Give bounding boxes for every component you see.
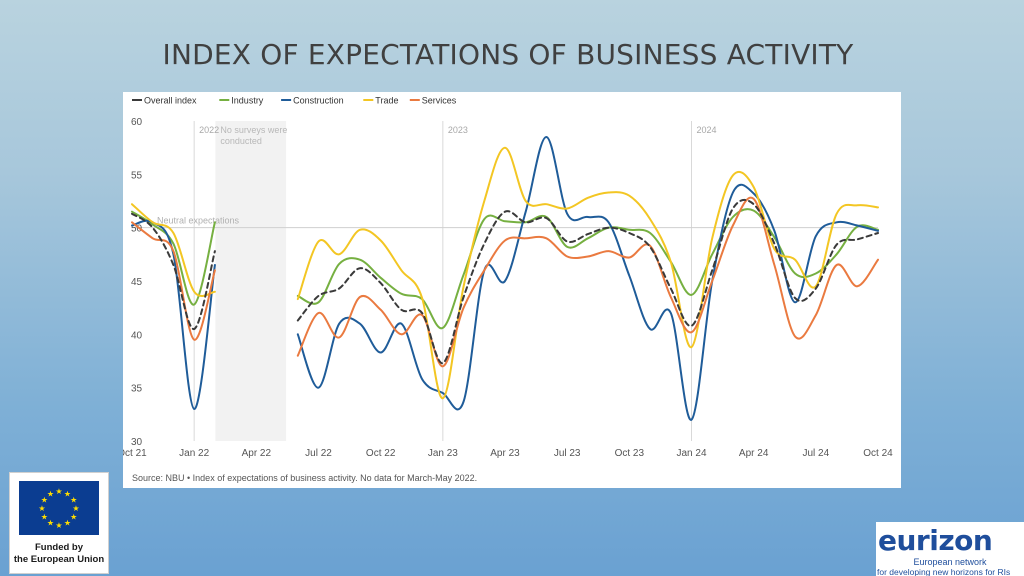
series-line-overall-index <box>131 212 216 331</box>
series-line-trade <box>296 146 879 400</box>
y-tick-label: 30 <box>131 437 143 448</box>
eu-star-icon: ★ <box>41 496 48 505</box>
eu-star-icon: ★ <box>47 489 54 498</box>
no-data-band <box>215 121 287 441</box>
series-line-services <box>296 196 879 368</box>
chart-panel: No surveys were conducted 2022 2023 2024 Neut… <box>123 92 901 488</box>
no-data-label-line1: No surveys were <box>220 125 287 135</box>
x-tick-label: Jul 24 <box>802 448 829 459</box>
y-tick-label: 45 <box>131 277 143 288</box>
y-tick-label: 55 <box>131 170 143 181</box>
x-tick-label: Oct 22 <box>366 448 396 459</box>
y-tick-label: 35 <box>131 384 143 395</box>
eurizon-tagline-1: European network <box>913 557 987 567</box>
eu-caption-line1: Funded by <box>34 542 84 553</box>
eu-caption-line2: the European Union <box>13 554 105 565</box>
eu-star-icon: ★ <box>70 513 77 522</box>
eu-star-icon: ★ <box>72 504 79 513</box>
legend-label-trade: Trade <box>375 96 398 106</box>
eu-star-icon: ★ <box>64 519 71 528</box>
x-tick-label: Oct 23 <box>615 448 645 459</box>
year-marker-label: 2024 <box>697 125 717 135</box>
y-tick-label: 60 <box>131 117 143 128</box>
x-tick-label: Apr 22 <box>242 448 272 459</box>
year-marker-label: 2023 <box>448 125 468 135</box>
y-tick-label: 50 <box>131 224 143 235</box>
eu-flag-icon: ★ ★ ★ ★ ★ ★ ★ ★ ★ ★ ★ ★ <box>19 481 99 535</box>
x-tick-label: Oct 21 <box>123 448 147 459</box>
eu-star-icon: ★ <box>70 496 77 505</box>
year-marker-label: 2022 <box>199 125 219 135</box>
eurizon-wordmark: eurizon <box>878 524 993 557</box>
legend-label-construction: Construction <box>293 96 344 106</box>
series-line-overall-index <box>296 198 879 365</box>
eurizon-logo: eurizon European network for developing … <box>876 522 1024 576</box>
eu-star-icon: ★ <box>64 489 71 498</box>
legend-label-industry: Industry <box>231 96 264 106</box>
x-tick-label: Jul 23 <box>554 448 581 459</box>
x-tick-label: Jul 22 <box>305 448 332 459</box>
x-tick-label: Apr 23 <box>490 448 520 459</box>
series-line-services <box>131 221 216 341</box>
eu-star-icon: ★ <box>41 513 48 522</box>
y-tick-label: 40 <box>131 330 143 341</box>
legend-label-services: Services <box>422 96 457 106</box>
reference-line-label: Neutral expectations <box>157 216 240 226</box>
x-tick-label: Oct 24 <box>863 448 893 459</box>
eu-star-icon: ★ <box>55 487 62 496</box>
series-line-construction <box>296 136 879 421</box>
eu-star-icon: ★ <box>38 504 45 513</box>
eu-funding-caption: Funded by the European Union <box>10 542 108 566</box>
x-tick-label: Jan 23 <box>428 448 458 459</box>
series-line-trade <box>131 203 216 297</box>
legend-label-overall-index: Overall index <box>144 96 197 106</box>
slide-title: INDEX OF EXPECTATIONS OF BUSINESS ACTIVI… <box>162 38 854 71</box>
x-tick-label: Jan 22 <box>179 448 209 459</box>
x-tick-label: Apr 24 <box>739 448 769 459</box>
x-tick-label: Jan 24 <box>676 448 706 459</box>
eu-star-icon: ★ <box>55 521 62 530</box>
eu-funding-logo: ★ ★ ★ ★ ★ ★ ★ ★ ★ ★ ★ ★ Funded by the European Unio… <box>9 472 109 574</box>
source-note: Source: NBU • Index of expectations of b… <box>132 473 477 483</box>
eurizon-tagline-2: for developing new horizons for RIs <box>877 567 1011 576</box>
no-data-label-line2: conducted <box>220 136 262 146</box>
eu-star-icon: ★ <box>47 519 54 528</box>
series-line-industry <box>296 208 879 330</box>
